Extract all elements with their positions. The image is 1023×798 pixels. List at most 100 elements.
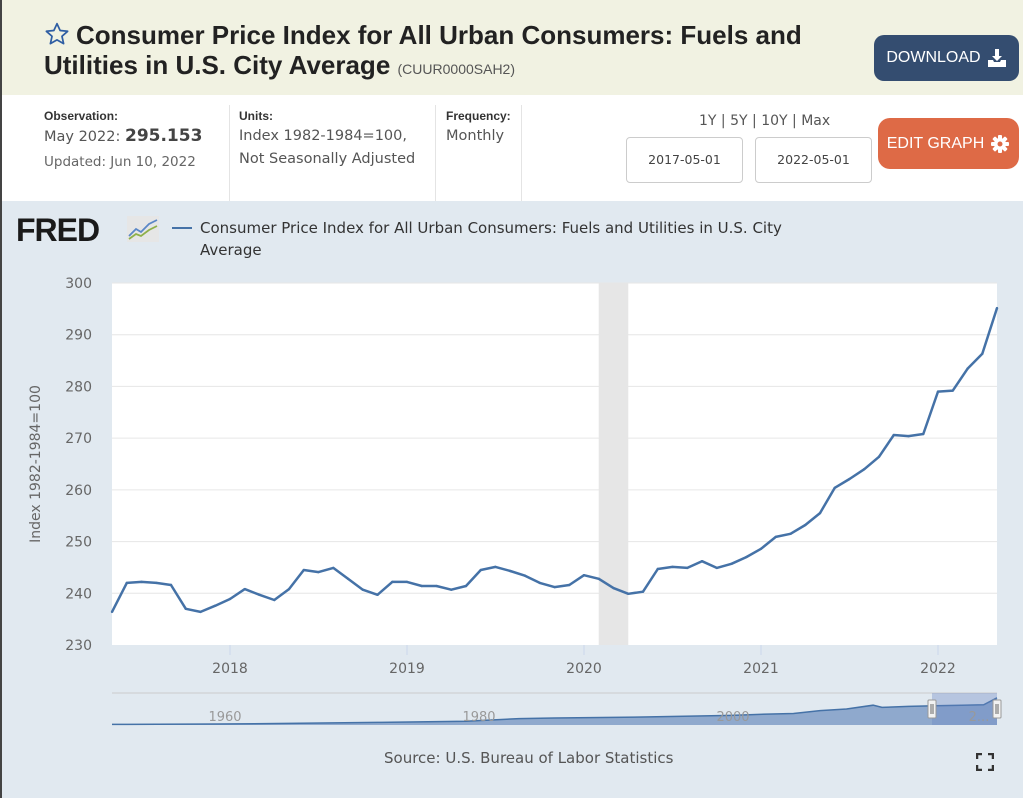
data-point	[656, 567, 659, 571]
data-point	[700, 560, 704, 563]
range-max[interactable]: Max	[801, 113, 831, 129]
fred-chart-icon	[127, 216, 159, 242]
observation-block: Observation: May 2022: 295.153 Updated: …	[44, 109, 202, 174]
legend-swatch	[172, 227, 192, 229]
data-point	[951, 389, 954, 392]
frequency-block: Frequency: Monthly	[446, 109, 511, 148]
x-tick-label: 2022	[920, 661, 956, 677]
range-10y[interactable]: 10Y	[761, 113, 788, 129]
fred-logo[interactable]: FRED	[16, 212, 100, 248]
navigator-tick-label: 2...	[969, 710, 990, 725]
star-outline-icon[interactable]	[44, 21, 70, 47]
data-point	[391, 580, 394, 584]
navigator-tick-label: 2000	[716, 710, 749, 725]
data-point	[686, 566, 689, 570]
y-tick-label: 290	[65, 328, 92, 344]
data-point	[110, 610, 114, 614]
data-point	[273, 598, 276, 602]
frequency-label: Frequency:	[446, 109, 511, 123]
data-point	[892, 433, 895, 437]
edit-graph-button[interactable]: EDIT GRAPH	[878, 118, 1019, 169]
chart-legend[interactable]: Consumer Price Index for All Urban Consu…	[172, 217, 812, 261]
data-point	[715, 566, 718, 570]
data-point	[287, 587, 291, 591]
data-point	[376, 593, 379, 597]
data-point	[745, 555, 748, 559]
data-point	[479, 568, 482, 572]
x-tick-label: 2018	[212, 661, 248, 677]
y-tick-label: 300	[65, 276, 92, 292]
data-point	[597, 577, 600, 581]
download-icon	[987, 49, 1006, 67]
units-block: Units: Index 1982-1984=100, Not Seasonal…	[239, 109, 415, 171]
header: Consumer Price Index for All Urban Consu…	[2, 0, 1023, 95]
data-point	[641, 590, 645, 593]
data-point	[509, 569, 512, 573]
data-point	[730, 562, 733, 566]
data-point	[464, 584, 468, 588]
download-label: DOWNLOAD	[886, 49, 981, 66]
data-point	[582, 573, 586, 577]
data-point	[332, 566, 335, 570]
data-point	[774, 535, 777, 539]
units-label: Units:	[239, 109, 273, 123]
data-point	[494, 565, 497, 569]
data-point	[981, 352, 984, 356]
navigator-tick-label: 1960	[208, 710, 241, 725]
navigator-handle[interactable]	[992, 699, 1002, 719]
data-point	[627, 592, 630, 596]
data-point	[907, 434, 910, 438]
observation-period: May 2022:	[44, 129, 121, 145]
series-title: Consumer Price Index for All Urban Consu…	[44, 20, 802, 80]
data-point	[804, 523, 807, 527]
data-point	[258, 593, 261, 597]
data-point	[435, 584, 438, 588]
data-point	[936, 390, 940, 393]
data-point	[966, 367, 969, 371]
source-note: Source: U.S. Bureau of Labor Statistics	[384, 749, 674, 767]
download-button[interactable]: DOWNLOAD	[874, 35, 1019, 81]
data-point	[184, 607, 187, 610]
data-point	[995, 306, 999, 310]
data-point	[863, 467, 866, 471]
edit-graph-label: EDIT GRAPH	[886, 134, 985, 152]
start-date-input[interactable]: 2017-05-01	[626, 137, 743, 183]
divider	[435, 105, 436, 201]
data-point	[346, 577, 350, 581]
end-date-input[interactable]: 2022-05-01	[755, 137, 872, 183]
data-point	[317, 570, 320, 574]
navigator-tick-label: 1980	[462, 710, 495, 725]
observation-line: May 2022: 295.153	[44, 125, 202, 149]
navigator-area	[112, 697, 997, 725]
y-tick-label: 230	[65, 638, 92, 654]
x-tick-label: 2019	[389, 661, 425, 677]
y-axis-label: Index 1982-1984=100	[28, 385, 44, 543]
range-selector: 1Y | 5Y | 10Y | Max	[699, 113, 831, 129]
divider	[229, 105, 230, 201]
gear-icon	[991, 134, 1010, 153]
data-point	[523, 574, 527, 577]
range-1y[interactable]: 1Y	[699, 113, 717, 129]
plot-area	[112, 283, 997, 645]
range-5y[interactable]: 5Y	[730, 113, 748, 129]
y-tick-label: 240	[65, 586, 92, 602]
units-line2: Not Seasonally Adjusted	[239, 151, 416, 167]
data-point	[155, 581, 158, 585]
divider	[521, 105, 522, 201]
x-tick-label: 2020	[566, 661, 602, 677]
data-point	[420, 584, 423, 588]
data-point	[361, 588, 364, 591]
data-point	[199, 610, 202, 614]
data-point	[612, 586, 615, 590]
data-point	[228, 597, 232, 601]
data-point	[214, 604, 217, 607]
series-id: (CUUR0000SAH2)	[397, 61, 515, 77]
data-point	[169, 583, 173, 587]
navigator-handle[interactable]	[927, 699, 937, 719]
fullscreen-icon[interactable]	[976, 753, 994, 771]
data-point	[848, 477, 851, 481]
observation-value: 295.153	[124, 126, 203, 146]
legend-label: Consumer Price Index for All Urban Consu…	[200, 219, 782, 259]
